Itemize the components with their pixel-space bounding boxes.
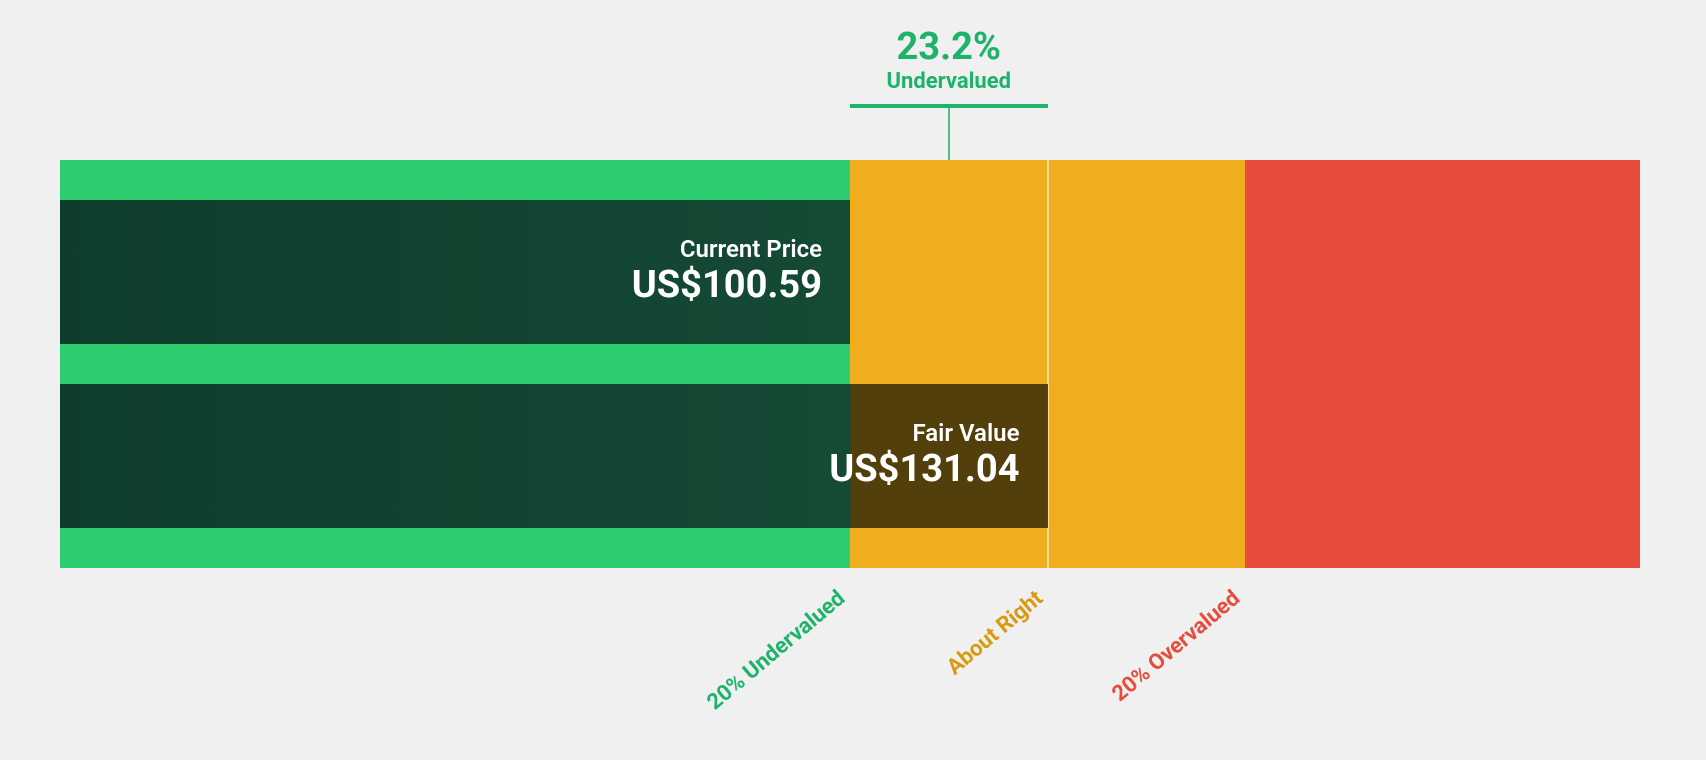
valuation-chart: 23.2% Undervalued Current Price US$100.5… (0, 0, 1706, 760)
zone-overvalued (1245, 160, 1640, 568)
axis-label-overvalued: 20% Overvalued (1108, 586, 1245, 707)
valuation-callout: 23.2% Undervalued (850, 28, 1048, 95)
axis-label-about-right: About Right (942, 586, 1048, 680)
bar-current-price-label: Current Price (680, 236, 822, 264)
axis-label-undervalued: 20% Undervalued (703, 586, 850, 715)
bar-current-price: Current Price US$100.59 (60, 200, 850, 344)
bar-fair-value: Fair Value US$131.04 (60, 384, 1048, 528)
bar-fair-value-label: Fair Value (912, 420, 1019, 448)
callout-word: Undervalued (850, 68, 1048, 96)
callout-drop-line (948, 108, 950, 160)
bar-current-price-value: US$100.59 (632, 264, 822, 308)
callout-percent: 23.2% (850, 28, 1048, 68)
bar-fair-value-value: US$131.04 (829, 448, 1019, 492)
